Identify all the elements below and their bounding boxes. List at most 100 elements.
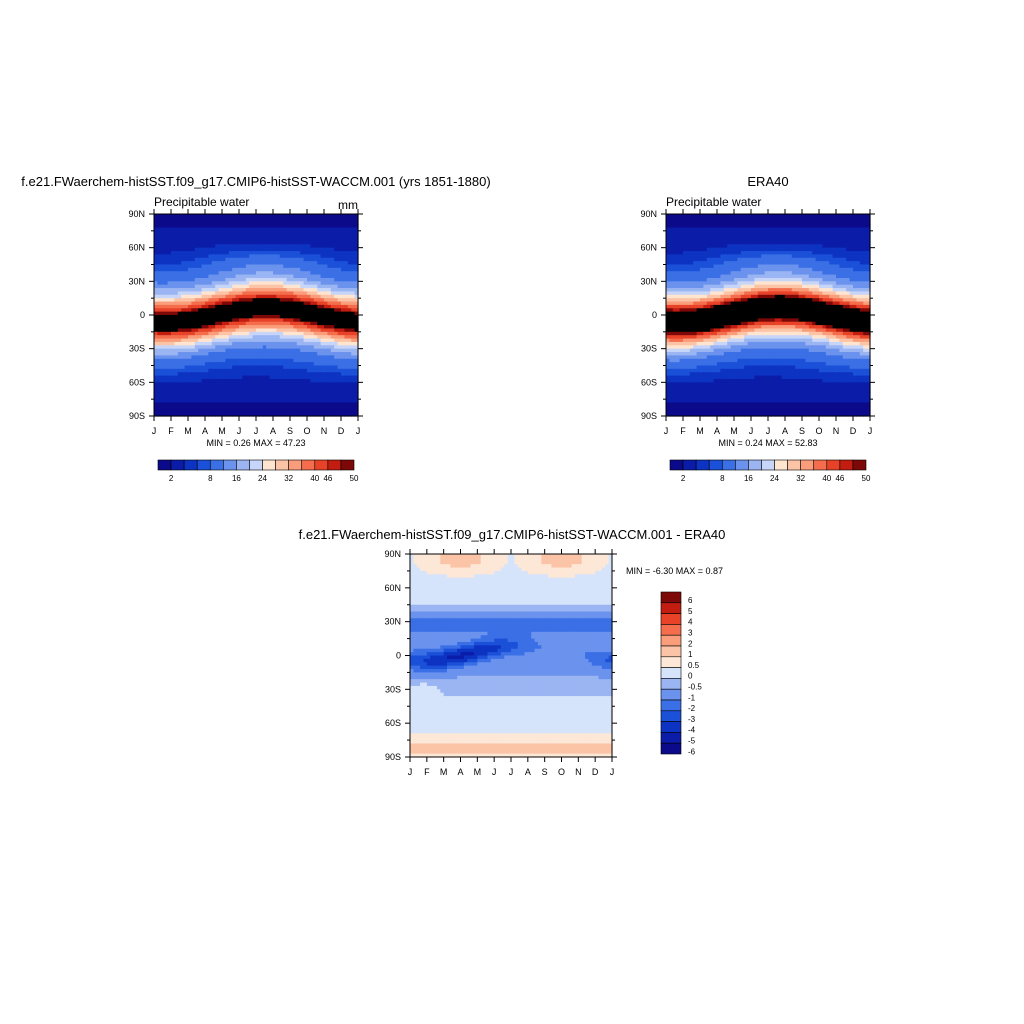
- field-cell: [164, 284, 169, 289]
- field-cell: [290, 328, 294, 333]
- field-cell: [276, 341, 281, 346]
- field-cell: [249, 345, 254, 350]
- field-cell: [293, 284, 298, 289]
- field-cell: [208, 237, 213, 242]
- field-cell: [171, 402, 175, 407]
- field-cell: [300, 308, 305, 313]
- field-cell: [303, 230, 308, 235]
- field-cell: [171, 298, 175, 303]
- field-cell: [218, 395, 223, 400]
- field-cell: [157, 402, 162, 407]
- field-cell: [194, 365, 199, 370]
- field-cell: [351, 412, 356, 417]
- field-cell: [344, 277, 349, 282]
- field-cell: [283, 284, 288, 289]
- field-cell: [174, 328, 179, 333]
- field-cell: [324, 375, 328, 380]
- field-cell: [171, 368, 175, 373]
- field-cell: [303, 301, 308, 306]
- field-cell: [307, 338, 311, 343]
- field-cell: [293, 267, 298, 272]
- field-cell: [218, 227, 223, 232]
- field-cell: [300, 338, 305, 343]
- field-cell: [303, 288, 308, 293]
- field-cell: [242, 274, 247, 279]
- field-cell: [273, 311, 277, 316]
- field-cell: [242, 234, 247, 239]
- field-cell: [344, 372, 349, 377]
- field-cell: [310, 362, 315, 367]
- field-cell: [266, 254, 271, 259]
- field-cell: [242, 335, 247, 340]
- field-cell: [354, 328, 359, 333]
- field-cell: [222, 392, 226, 397]
- field-cell: [154, 355, 158, 360]
- field-cell: [351, 352, 356, 356]
- field-cell: [171, 257, 175, 262]
- field-cell: [205, 304, 209, 309]
- field-cell: [354, 234, 359, 239]
- field-cell: [344, 304, 349, 309]
- field-cell: [201, 217, 206, 222]
- field-cell: [313, 251, 318, 255]
- field-cell: [198, 328, 203, 333]
- field-cell: [283, 385, 288, 390]
- field-cell: [232, 267, 237, 272]
- field-cell: [157, 217, 162, 222]
- field-cell: [191, 375, 196, 380]
- field-cell: [205, 251, 209, 255]
- field-cell: [334, 328, 339, 333]
- field-cell: [252, 234, 257, 239]
- field-cell: [347, 395, 352, 400]
- field-cell: [293, 254, 298, 259]
- field-cell: [286, 281, 291, 286]
- field-cell: [188, 405, 192, 410]
- field-cell: [181, 264, 186, 269]
- field-cell: [290, 382, 294, 387]
- field-cell: [184, 341, 189, 346]
- field-cell: [334, 261, 339, 266]
- field-cell: [317, 304, 322, 309]
- field-cell: [171, 267, 175, 272]
- field-cell: [181, 267, 186, 272]
- field-cell: [160, 298, 165, 303]
- field-cell: [344, 281, 349, 286]
- field-cell: [324, 412, 328, 417]
- field-cell: [157, 214, 162, 218]
- field-cell: [290, 402, 294, 407]
- field-cell: [218, 355, 223, 360]
- field-cell: [341, 382, 345, 387]
- field-cell: [208, 358, 213, 363]
- field-cell: [194, 395, 199, 400]
- field-cell: [228, 368, 233, 373]
- field-cell: [269, 389, 274, 394]
- field-cell: [317, 214, 322, 218]
- field-cell: [245, 214, 250, 218]
- field-cell: [334, 217, 339, 222]
- field-cell: [327, 217, 332, 222]
- field-cell: [181, 244, 186, 249]
- field-cell: [310, 358, 315, 363]
- field-cell: [290, 399, 294, 404]
- field-cell: [293, 264, 298, 269]
- field-cell: [191, 284, 196, 289]
- field-cell: [201, 348, 206, 353]
- field-cell: [225, 315, 230, 319]
- field-cell: [215, 335, 220, 340]
- field-cell: [327, 365, 332, 370]
- field-cell: [293, 389, 298, 394]
- field-cell: [188, 274, 192, 279]
- field-cell: [276, 311, 281, 316]
- field-cell: [171, 301, 175, 306]
- field-cell: [307, 227, 311, 232]
- field-cell: [293, 348, 298, 353]
- field-cell: [307, 382, 311, 387]
- field-cell: [303, 392, 308, 397]
- field-cell: [249, 362, 254, 367]
- field-cell: [310, 267, 315, 272]
- field-cell: [174, 291, 179, 296]
- field-cell: [249, 412, 254, 417]
- field-cell: [188, 325, 192, 330]
- field-cell: [245, 399, 250, 404]
- field-cell: [273, 308, 277, 313]
